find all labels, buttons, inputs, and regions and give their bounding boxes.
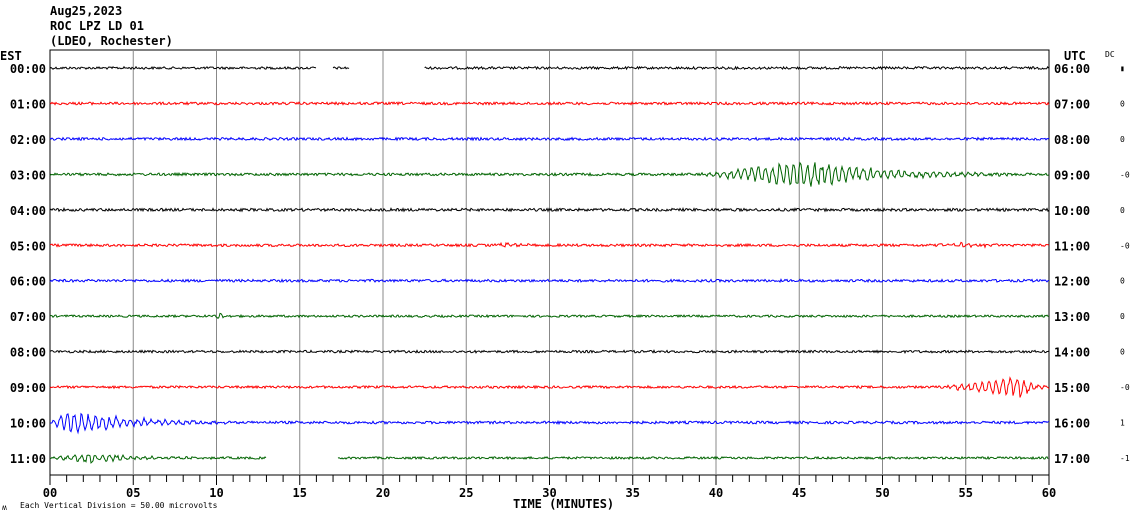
x-tick-label: 10: [209, 486, 223, 500]
trace-line: [50, 241, 1050, 249]
scale-note: Each Vertical Division = 50.00 microvolt…: [20, 501, 218, 510]
x-tick-label: 40: [709, 486, 723, 500]
trace-line: [49, 278, 1050, 284]
trace-line: [332, 66, 350, 70]
est-hour-label: 02:00: [10, 133, 46, 147]
x-tick-label: 60: [1042, 486, 1056, 500]
utc-hour-label: 15:00: [1054, 381, 1090, 395]
trace-line: [49, 136, 1050, 142]
trace-line: [50, 454, 267, 464]
trace-line: [424, 65, 1049, 71]
dc-value: 0: [1120, 312, 1125, 321]
utc-hour-label: 09:00: [1054, 168, 1090, 182]
utc-hour-label: 17:00: [1054, 452, 1090, 466]
utc-hour-label: 13:00: [1054, 310, 1090, 324]
est-hour-label: 11:00: [10, 452, 46, 466]
dc-value: 0: [1120, 277, 1125, 286]
x-tick-label: 50: [875, 486, 889, 500]
est-hour-label: 05:00: [10, 239, 46, 253]
dc-value: -0: [1120, 241, 1130, 250]
dc-value: 0: [1120, 206, 1125, 215]
est-hour-label: 10:00: [10, 417, 46, 431]
x-tick-label: 35: [626, 486, 640, 500]
trace-line: [49, 376, 1050, 398]
network-label: (LDEO, Rochester): [50, 34, 173, 48]
est-hour-label: 00:00: [10, 62, 46, 76]
utc-label: UTC: [1064, 49, 1086, 63]
x-tick-label: 05: [126, 486, 140, 500]
trace-line: [49, 100, 1050, 106]
dc-value: -0: [1120, 383, 1130, 392]
x-tick-label: 00: [43, 486, 57, 500]
dc-value: 0: [1120, 99, 1125, 108]
x-tick-label: 25: [459, 486, 473, 500]
x-tick-label: 15: [293, 486, 307, 500]
x-tick-label: 20: [376, 486, 390, 500]
dc-label: DC: [1105, 50, 1115, 59]
est-hour-label: 04:00: [10, 204, 46, 218]
x-tick-label: 55: [959, 486, 973, 500]
utc-hour-label: 07:00: [1054, 97, 1090, 111]
utc-hour-label: 06:00: [1054, 62, 1090, 76]
x-tick-label: 45: [792, 486, 806, 500]
dc-value: 1: [1120, 419, 1125, 428]
x-axis-title: TIME (MINUTES): [513, 497, 614, 511]
dc-value: ▮: [1120, 64, 1125, 73]
station-label: ROC LPZ LD 01: [50, 19, 144, 33]
trace-line: [337, 455, 1049, 461]
dc-value: -0: [1120, 170, 1130, 179]
est-hour-label: 09:00: [10, 381, 46, 395]
est-hour-label: 03:00: [10, 168, 46, 182]
est-hour-label: 01:00: [10, 97, 46, 111]
est-hour-label: 07:00: [10, 310, 46, 324]
trace-line: [49, 65, 317, 71]
utc-hour-label: 08:00: [1054, 133, 1090, 147]
dc-value: -1: [1120, 454, 1130, 463]
corner-mark: ʍ: [2, 503, 7, 512]
x-tick-label: 30: [542, 486, 556, 500]
utc-hour-label: 16:00: [1054, 417, 1090, 431]
trace-line: [49, 312, 1050, 320]
utc-hour-label: 10:00: [1054, 204, 1090, 218]
est-hour-label: 06:00: [10, 275, 46, 289]
utc-hour-label: 12:00: [1054, 275, 1090, 289]
dc-value: 0: [1120, 135, 1125, 144]
date-label: Aug25,2023: [50, 4, 123, 18]
utc-hour-label: 14:00: [1054, 346, 1090, 360]
trace-line: [49, 207, 1050, 213]
est-label: EST: [0, 49, 22, 63]
trace-line: [49, 349, 1050, 354]
utc-hour-label: 11:00: [1054, 239, 1090, 253]
trace-line: [49, 161, 1050, 187]
trace-line: [49, 412, 1050, 435]
dc-value: 0: [1120, 348, 1125, 357]
est-hour-label: 08:00: [10, 346, 46, 360]
